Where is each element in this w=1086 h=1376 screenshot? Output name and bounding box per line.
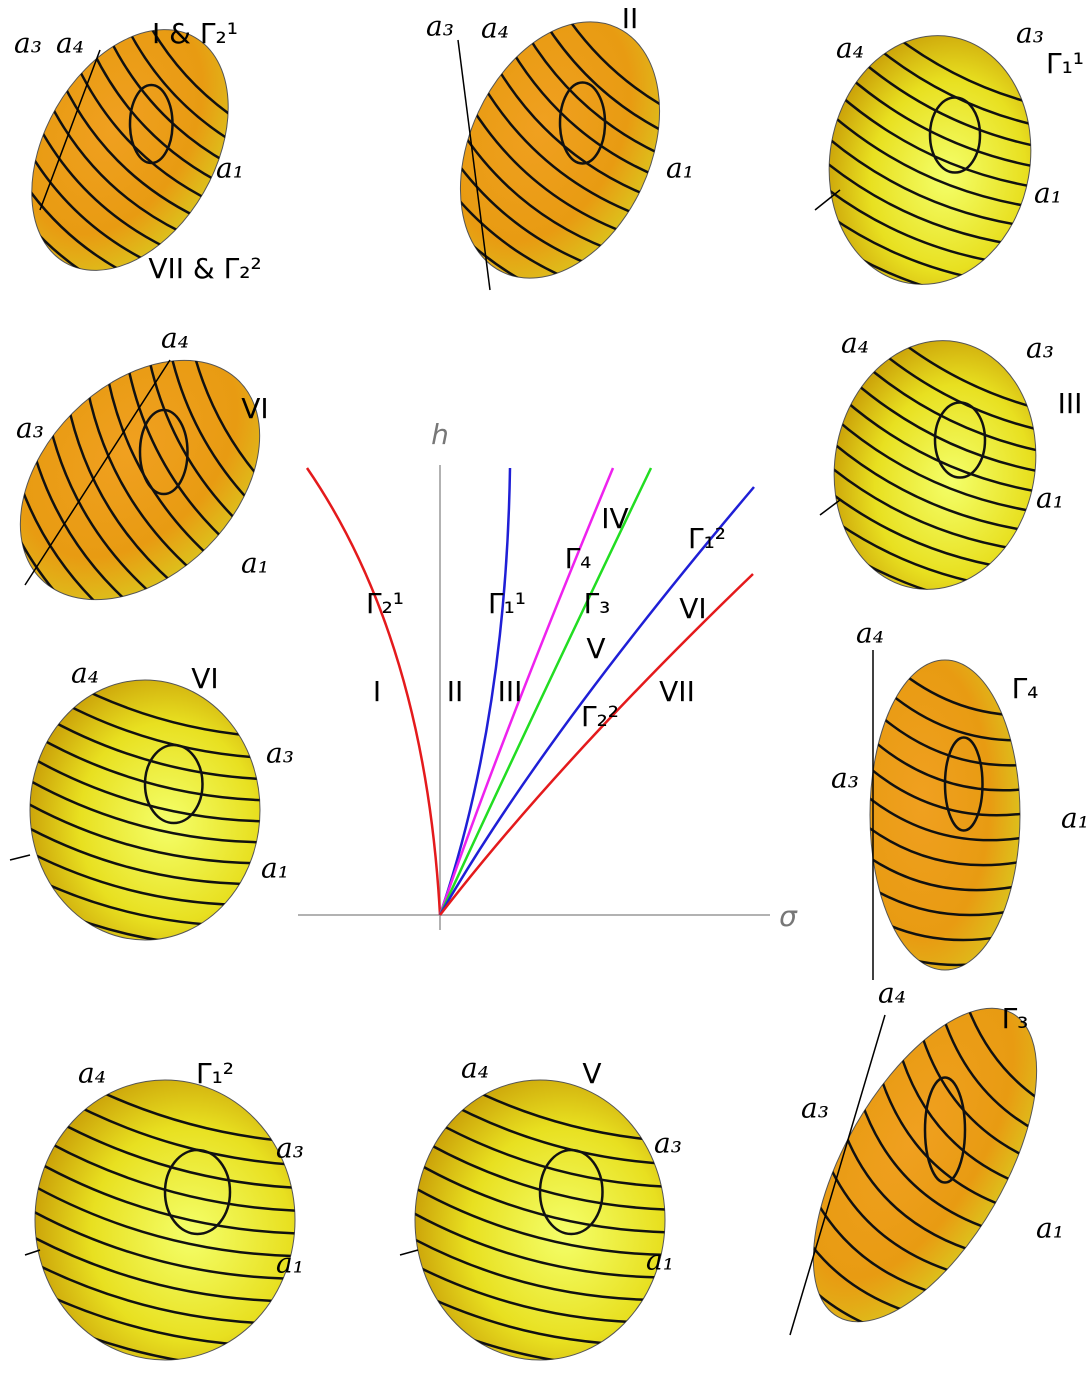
curve-label: Γ₁² [688, 522, 726, 555]
region-label: V [586, 632, 605, 665]
axis-label: a₄ [856, 617, 884, 650]
axis-label: a₁ [1036, 482, 1064, 515]
axis-label: a₄ [841, 327, 869, 360]
x-axis-label: σ [779, 900, 798, 933]
curve [440, 574, 753, 915]
axis-label: a₃ [1026, 332, 1054, 365]
panel-subtitle: VII & Γ₂² [148, 252, 261, 285]
axis-label: a₃ [1016, 17, 1044, 50]
axis-label: a₃ [276, 1132, 304, 1165]
surface-panel: Va₄ a₃ a₁ [375, 1052, 701, 1376]
curve-label: Γ₃ [584, 587, 611, 620]
region-label: VII [659, 675, 695, 708]
surface-panel: I & Γ₂¹ VII & Γ₂² a₃ a₄ a₁ [0, 0, 274, 305]
axis-label: a₄ [461, 1052, 489, 1085]
curve-label: Γ₄ [565, 542, 592, 575]
surface [815, 325, 1055, 606]
axis-label: a₃ [16, 412, 44, 445]
panel-title: V [582, 1057, 601, 1090]
surface-panel: VI a₄ a₃ a₁ [0, 657, 294, 963]
surface-panel: III a₄ a₃ a₁ [785, 324, 1083, 620]
panel-title: III [1058, 387, 1083, 420]
axis-line [400, 1250, 418, 1255]
surface [768, 973, 1082, 1356]
axis-label: a₃ [266, 737, 294, 770]
surface-panel: Γ₁² a₄ a₃ a₁ [0, 1057, 330, 1376]
axis-label: a₁ [1034, 177, 1062, 210]
panel-title: Γ₃ [1002, 1002, 1029, 1035]
surface-panel: Γ₃ a₄ a₃ a₁ [743, 973, 1086, 1356]
region-label: VI [679, 592, 706, 625]
surface [35, 1080, 295, 1360]
surface [421, 0, 698, 310]
curve [440, 468, 651, 915]
region-label: III [498, 675, 523, 708]
region-label: IV [601, 502, 628, 535]
surface-panel: Γ₁¹ a₄ a₃ a₁ [780, 17, 1084, 316]
axis-label: a₁ [261, 852, 289, 885]
curve [440, 468, 613, 915]
surface-panel: VI a₃ a₄ a₁ [0, 314, 306, 646]
axis-label: a₃ [426, 10, 454, 43]
axis-label: a₄ [56, 27, 84, 60]
axis-line [10, 855, 30, 860]
panel-title: Γ₁¹ [1046, 47, 1084, 80]
region-label: II [447, 675, 464, 708]
curve-label: Γ₂² [581, 700, 619, 733]
curve-label: Γ₂¹ [366, 587, 404, 620]
axis-label: a₁ [646, 1244, 674, 1277]
axis-label: a₁ [276, 1247, 304, 1280]
axis-label: a₃ [801, 1092, 829, 1125]
surface [0, 314, 306, 646]
surface-panel: II a₃ a₄ a₁ [400, 0, 709, 313]
axis-label: a₃ [831, 762, 859, 795]
region-label: I [373, 675, 381, 708]
axis-label: a₄ [161, 322, 189, 355]
axis-label: a₄ [71, 657, 99, 690]
axis-label: a₁ [1061, 802, 1086, 835]
curve-label: Γ₁¹ [488, 587, 526, 620]
y-axis-label: h [431, 418, 449, 451]
panel-title: II [622, 2, 639, 35]
axis-label: a₁ [216, 152, 244, 185]
axis-label: a₁ [241, 547, 269, 580]
panel-title: I & Γ₂¹ [152, 17, 238, 50]
axis-line [820, 500, 840, 515]
panel-title: Γ₄ [1012, 672, 1039, 705]
axis-label: a₄ [481, 12, 509, 45]
bifurcation-diagram: h σ Γ₂¹Γ₁¹Γ₄Γ₃Γ₁²Γ₂²IIIIIIIVVVIVII [298, 418, 798, 933]
panel-title: VI [241, 392, 268, 425]
axis-label: a₄ [78, 1057, 106, 1090]
surface [415, 1080, 665, 1360]
axis-label: a₁ [666, 152, 694, 185]
surface [30, 680, 260, 940]
panel-title: Γ₁² [196, 1057, 234, 1090]
axis-label: a₃ [654, 1127, 682, 1160]
axis-label: a₃ [14, 27, 42, 60]
figure: h σ Γ₂¹Γ₁¹Γ₄Γ₃Γ₁²Γ₂²IIIIIIIVVVIVII I & Γ… [0, 0, 1086, 1376]
panel-title: VI [191, 662, 218, 695]
axis-line [25, 1250, 40, 1255]
page: h σ Γ₂¹Γ₁¹Γ₄Γ₃Γ₁²Γ₂²IIIIIIIVVVIVII I & Γ… [0, 0, 1086, 1376]
surface-panel: Γ₄ a₄ a₃ a₁ [824, 617, 1086, 981]
axis-label: a₁ [1036, 1212, 1064, 1245]
axis-label: a₄ [836, 32, 864, 65]
axis-label: a₄ [878, 977, 906, 1010]
